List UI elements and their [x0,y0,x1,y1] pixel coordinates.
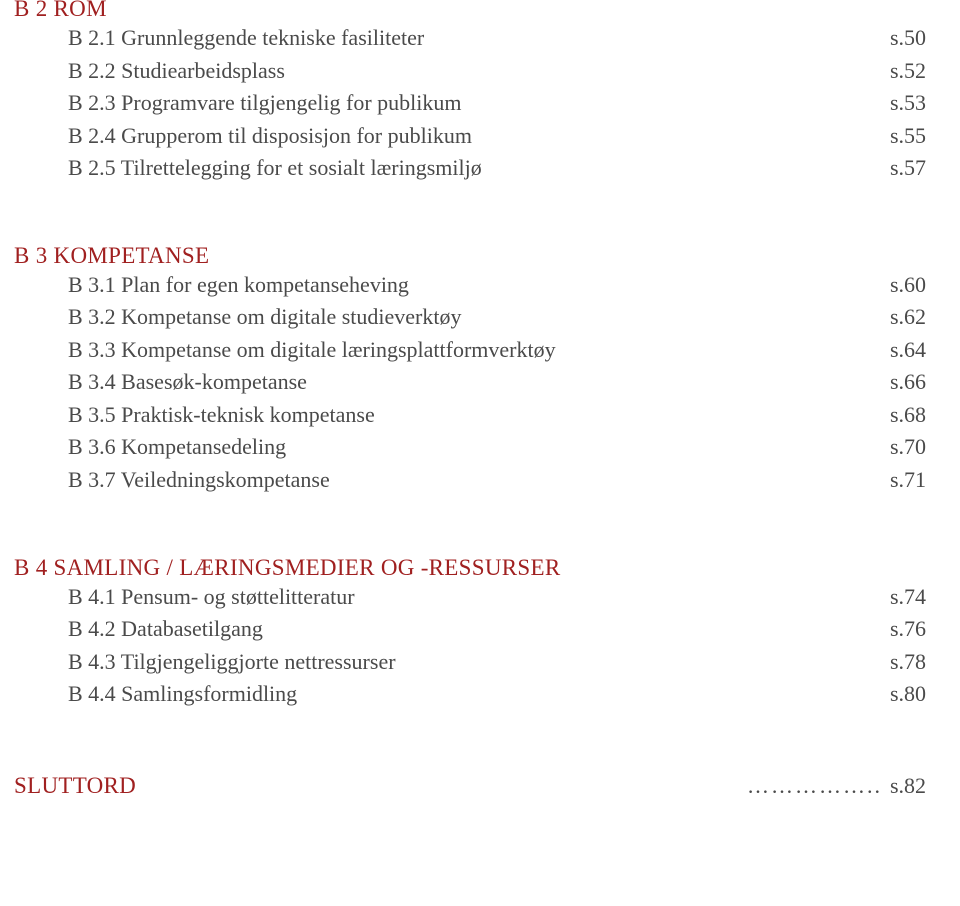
entry-page: s.62 [882,301,926,334]
toc-entry: B 3.1 Plan for egen kompetanseheving s.6… [14,269,926,302]
section-b2: B 2 ROM B 2.1 Grunnleggende tekniske fas… [14,0,926,185]
toc-entry: B 2.2 Studiearbeidsplass s.52 [14,55,926,88]
section-heading-b4: B 4 SAMLING / LÆRINGSMEDIER OG -RESSURSE… [14,555,926,581]
section-closing: SLUTTORD …………….. s.82 [14,769,926,803]
closing-dots: …………….. [136,770,882,803]
entry-page: s.53 [882,87,926,120]
entry-page: s.80 [882,678,926,711]
entry-page: s.52 [882,55,926,88]
toc-entry: B 4.4 Samlingsformidling s.80 [14,678,926,711]
toc-entry: B 3.4 Basesøk-kompetanse s.66 [14,366,926,399]
entry-page: s.64 [882,334,926,367]
entry-page: s.55 [882,120,926,153]
toc-entry: B 3.2 Kompetanse om digitale studieverkt… [14,301,926,334]
entry-page: s.68 [882,399,926,432]
entry-label: B 4.1 Pensum- og støttelitteratur [14,581,355,614]
toc-entry: B 3.3 Kompetanse om digitale læringsplat… [14,334,926,367]
toc-entry: B 2.3 Programvare tilgjengelig for publi… [14,87,926,120]
toc-entry: B 2.1 Grunnleggende tekniske fasiliteter… [14,22,926,55]
closing-row: SLUTTORD …………….. s.82 [14,769,926,803]
entry-page: s.50 [882,22,926,55]
entry-label: B 3.1 Plan for egen kompetanseheving [14,269,409,302]
closing-title: SLUTTORD [14,769,136,803]
entry-label: B 2.1 Grunnleggende tekniske fasiliteter [14,22,424,55]
entry-label: B 3.5 Praktisk-teknisk kompetanse [14,399,375,432]
entry-label: B 2.4 Grupperom til disposisjon for publ… [14,120,472,153]
entry-page: s.71 [882,464,926,497]
section-b3: B 3 KOMPETANSE B 3.1 Plan for egen kompe… [14,243,926,497]
entry-label: B 4.3 Tilgjengeliggjorte nettressurser [14,646,396,679]
entry-label: B 2.5 Tilrettelegging for et sosialt lær… [14,152,482,185]
section-heading-b2: B 2 ROM [14,0,926,22]
entry-label: B 4.4 Samlingsformidling [14,678,297,711]
entry-page: s.74 [882,581,926,614]
entry-label: B 3.2 Kompetanse om digitale studieverkt… [14,301,462,334]
entry-label: B 2.3 Programvare tilgjengelig for publi… [14,87,462,120]
section-heading-b3: B 3 KOMPETANSE [14,243,926,269]
entry-page: s.66 [882,366,926,399]
entry-label: B 3.3 Kompetanse om digitale læringsplat… [14,334,556,367]
toc-entry: B 4.3 Tilgjengeliggjorte nettressurser s… [14,646,926,679]
entry-label: B 3.6 Kompetansedeling [14,431,286,464]
entry-label: B 4.2 Databasetilgang [14,613,263,646]
toc-entry: B 4.1 Pensum- og støttelitteratur s.74 [14,581,926,614]
entry-page: s.57 [882,152,926,185]
toc-entry: B 4.2 Databasetilgang s.76 [14,613,926,646]
toc-entry: B 2.5 Tilrettelegging for et sosialt lær… [14,152,926,185]
closing-page: s.82 [882,770,926,803]
entry-label: B 2.2 Studiearbeidsplass [14,55,285,88]
entry-page: s.76 [882,613,926,646]
entry-page: s.70 [882,431,926,464]
entry-label: B 3.7 Veiledningskompetanse [14,464,330,497]
toc-entry: B 3.6 Kompetansedeling s.70 [14,431,926,464]
toc-entry: B 3.7 Veiledningskompetanse s.71 [14,464,926,497]
entry-label: B 3.4 Basesøk-kompetanse [14,366,307,399]
entry-page: s.60 [882,269,926,302]
entry-page: s.78 [882,646,926,679]
toc-entry: B 2.4 Grupperom til disposisjon for publ… [14,120,926,153]
toc-entry: B 3.5 Praktisk-teknisk kompetanse s.68 [14,399,926,432]
section-b4: B 4 SAMLING / LÆRINGSMEDIER OG -RESSURSE… [14,555,926,711]
